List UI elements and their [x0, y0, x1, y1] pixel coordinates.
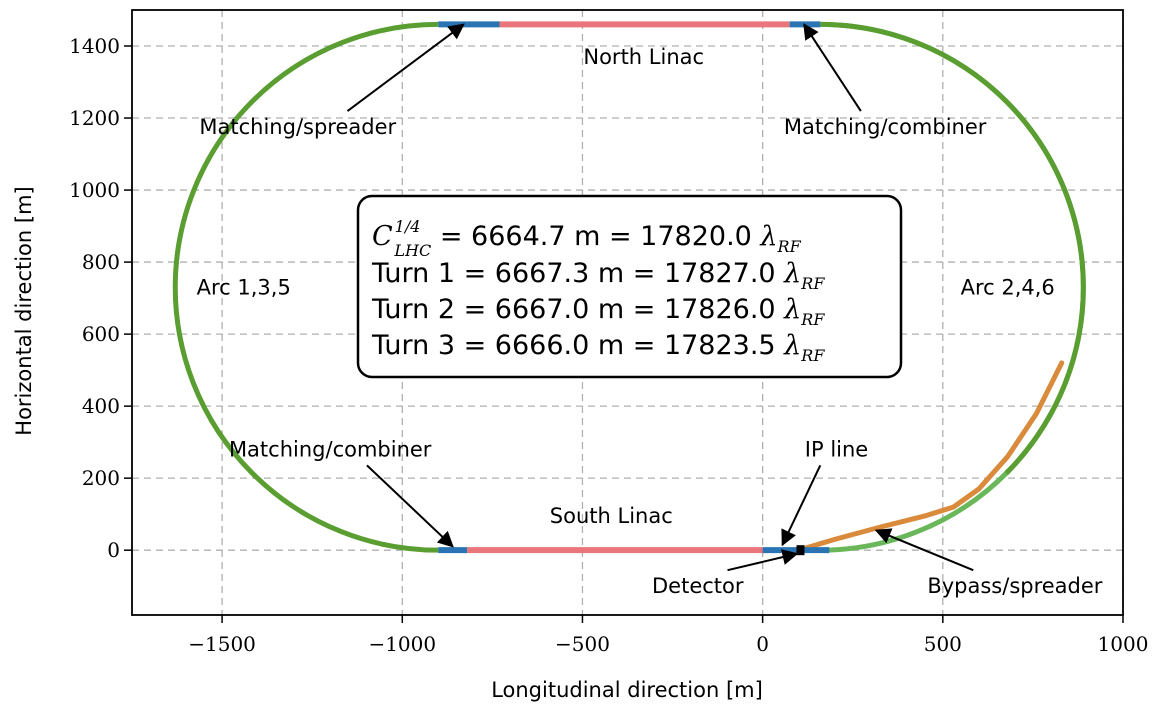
y-tick-label: 1200: [69, 106, 120, 130]
y-tick-label: 1400: [69, 34, 120, 58]
y-tick-label: 800: [82, 250, 120, 274]
annotation-arrow: [727, 549, 799, 572]
info-row-turn-3: Turn 3 = 6666.0 m = 17823.5 λRF: [371, 330, 825, 365]
plot-frame: [131, 9, 1124, 616]
x-tick-label: −1000: [368, 632, 436, 656]
region-label: Arc 2,4,6: [961, 275, 1055, 299]
annotation-label: Matching/spreader: [199, 115, 396, 139]
y-tick-label: 0: [107, 538, 120, 562]
axes: −1500 −1000 −500 0 500 1000 0 200 400 600 800 1000 1…: [69, 9, 1149, 656]
x-tick-label: 0: [756, 632, 769, 656]
x-tick-label: −500: [555, 632, 610, 656]
y-tick-label: 400: [82, 394, 120, 418]
bypass-spreader-line: [796, 360, 1065, 553]
annotations: Matching/spreader Matching/combiner Matchi…: [199, 23, 1103, 598]
detector-marker: [796, 545, 805, 556]
region-label: Arc 1,3,5: [197, 275, 291, 299]
info-row-circumference: C 1/4 LHC = 6664.7 m = 17820.0 λRF: [372, 217, 802, 260]
annotation-arrow: [781, 464, 822, 547]
arc-left: [172, 21, 439, 553]
x-tick-label: 1000: [1098, 632, 1149, 656]
y-tick-label: 1000: [69, 178, 120, 202]
annotation-arrow: [366, 464, 454, 548]
annotation-arrow: [346, 23, 465, 112]
info-row-turn-2: Turn 2 = 6667.0 m = 17826.0 λRF: [371, 294, 825, 329]
y-tick-label: 200: [82, 466, 120, 490]
info-box: C 1/4 LHC = 6664.7 m = 17820.0 λRF Turn 1 …: [356, 194, 903, 379]
y-axis-title: Horizontal direction [m]: [12, 186, 36, 435]
x-tick-label: −1500: [188, 632, 256, 656]
accelerator-tracks: [172, 21, 1086, 556]
annotation-label: Detector: [652, 574, 744, 598]
annotation-arrow: [803, 23, 862, 112]
annotation-arrow: [874, 528, 974, 572]
region-labels: North Linac South Linac Arc 1,3,5 Arc 2,4,6: [197, 45, 1055, 528]
info-box-frame: [356, 194, 903, 379]
arc-right-upper: [820, 21, 1086, 475]
annotation-label: Bypass/spreader: [927, 574, 1102, 598]
info-row-turn-1: Turn 1 = 6667.3 m = 17827.0 λRF: [371, 258, 825, 293]
y-tick-label: 600: [82, 322, 120, 346]
annotation-label: IP line: [805, 437, 868, 461]
region-label: North Linac: [583, 45, 704, 69]
x-tick-label: 500: [924, 632, 962, 656]
annotation-label: Matching/combiner: [784, 115, 987, 139]
x-axis-title: Longitudinal direction [m]: [491, 678, 763, 702]
annotation-label: Matching/combiner: [229, 437, 432, 461]
region-label: South Linac: [550, 504, 673, 528]
